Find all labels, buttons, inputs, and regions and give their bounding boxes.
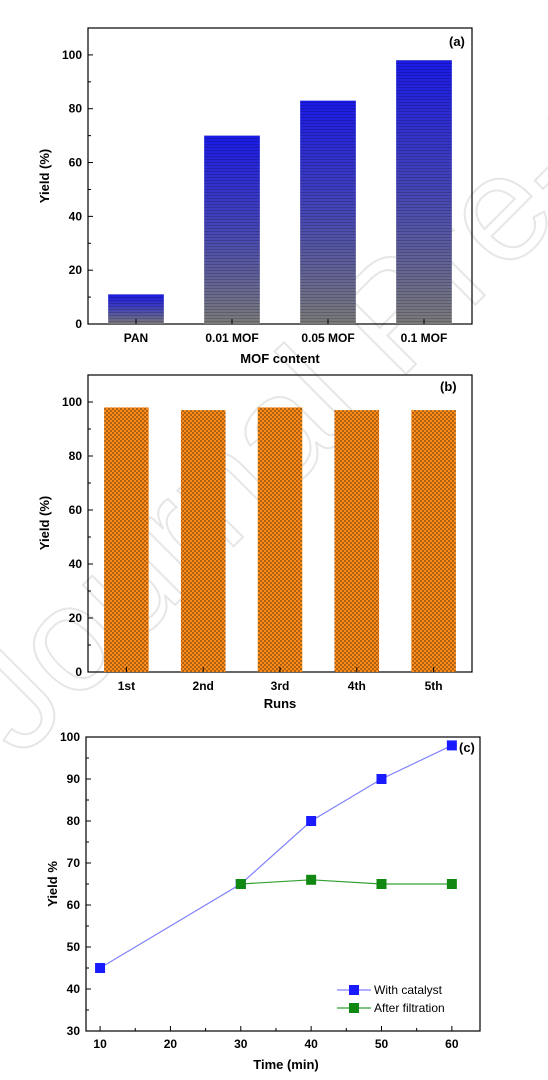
y-tick-label: 60 (69, 503, 83, 517)
y-tick-label: 100 (60, 730, 80, 744)
legend-marker (349, 1003, 359, 1013)
x-tick-label: 1st (118, 679, 135, 693)
y-tick-label: 40 (69, 209, 83, 223)
data-point-marker (376, 879, 387, 889)
x-tick-label: 60 (445, 1037, 459, 1051)
panel-label: (b) (440, 379, 457, 394)
legend-item-after-filtration: After filtration (337, 1001, 445, 1015)
panel-label: (a) (449, 34, 465, 49)
y-tick-label: 20 (69, 263, 83, 277)
data-point-marker (306, 816, 317, 826)
y-tick-label: 100 (62, 395, 82, 409)
bar-group (108, 60, 452, 325)
bar-hatch (300, 100, 356, 325)
y-axis-title: Yield (%) (37, 149, 52, 203)
panel-label: (c) (459, 740, 475, 755)
x-tick-label: 0.1 MOF (401, 331, 448, 345)
bar-group (104, 407, 456, 672)
legend-marker (349, 985, 359, 995)
y-tick-label: 40 (67, 982, 81, 996)
series-lines (99, 744, 453, 969)
x-axis-title: Time (min) (253, 1057, 319, 1072)
y-tick-label: 0 (75, 665, 82, 679)
y-tick-label: 40 (69, 557, 83, 571)
x-tick-label: 5th (425, 679, 443, 693)
x-tick-label: 2nd (193, 679, 214, 693)
y-axis-title: Yield % (45, 861, 60, 907)
bar-hatch (204, 135, 260, 324)
y-tick-label: 70 (67, 856, 81, 870)
data-point-marker (95, 963, 106, 973)
y-tick-label: 60 (69, 156, 83, 170)
y-axis-ticks: 0 20 40 60 80 100 (62, 395, 93, 679)
y-tick-label: 100 (62, 48, 82, 62)
x-axis-ticks: 1st 2nd 3rd 4th 5th (118, 667, 443, 693)
y-tick-label: 80 (67, 814, 81, 828)
series-line (240, 879, 452, 885)
y-axis-title: Yield (%) (37, 496, 52, 550)
legend-label: After filtration (374, 1001, 445, 1015)
y-tick-label: 60 (67, 898, 81, 912)
y-axis-ticks: 30 40 50 60 70 80 90 100 (60, 730, 91, 1038)
data-point-marker (235, 879, 246, 889)
y-tick-label: 90 (67, 772, 81, 786)
x-tick-label: 0.05 MOF (301, 331, 354, 345)
data-point-marker (446, 740, 457, 751)
x-tick-label: 20 (164, 1037, 178, 1051)
y-axis-ticks: 0 20 40 60 80 100 (62, 48, 93, 331)
legend-label: With catalyst (374, 983, 443, 997)
data-point-marker (446, 879, 457, 889)
x-axis-ticks: 10 20 30 40 50 60 (93, 1026, 459, 1051)
data-point-marker (306, 874, 317, 885)
x-tick-label: PAN (124, 331, 148, 345)
bar (411, 410, 456, 672)
x-axis-ticks: PAN 0.01 MOF 0.05 MOF 0.1 MOF (124, 319, 448, 345)
y-tick-label: 0 (75, 317, 82, 331)
y-tick-label: 80 (69, 449, 83, 463)
x-axis-title: MOF content (240, 351, 320, 366)
x-tick-label: 30 (234, 1037, 248, 1051)
bar (334, 410, 380, 672)
panel-c-line-chart: 30 40 50 60 70 80 90 100 10 20 30 40 50 60 (c) Time … (45, 730, 481, 1072)
x-tick-label: 10 (93, 1037, 107, 1051)
bar (257, 407, 303, 672)
bar (180, 410, 226, 672)
panel-b-bar-chart: 0 20 40 60 80 100 1st 2nd 3rd 4th 5th (b) Runs Yi… (37, 374, 473, 711)
y-tick-label: 50 (67, 940, 81, 954)
y-tick-label: 20 (69, 611, 83, 625)
series-markers (95, 740, 457, 973)
x-tick-label: 4th (348, 679, 366, 693)
bar-hatch (396, 60, 452, 325)
data-point-marker (376, 774, 387, 784)
bar (104, 407, 149, 672)
legend-item-with-catalyst: With catalyst (337, 983, 443, 997)
y-tick-label: 80 (69, 102, 83, 116)
legend: With catalyst After filtration (337, 983, 445, 1015)
x-tick-label: 50 (375, 1037, 389, 1051)
x-tick-label: 0.01 MOF (205, 331, 258, 345)
x-axis-title: Runs (264, 696, 297, 711)
x-tick-label: 40 (304, 1037, 318, 1051)
y-tick-label: 30 (67, 1024, 81, 1038)
series-line (99, 744, 453, 969)
plot-frame (87, 27, 473, 325)
x-tick-label: 3rd (271, 679, 290, 693)
